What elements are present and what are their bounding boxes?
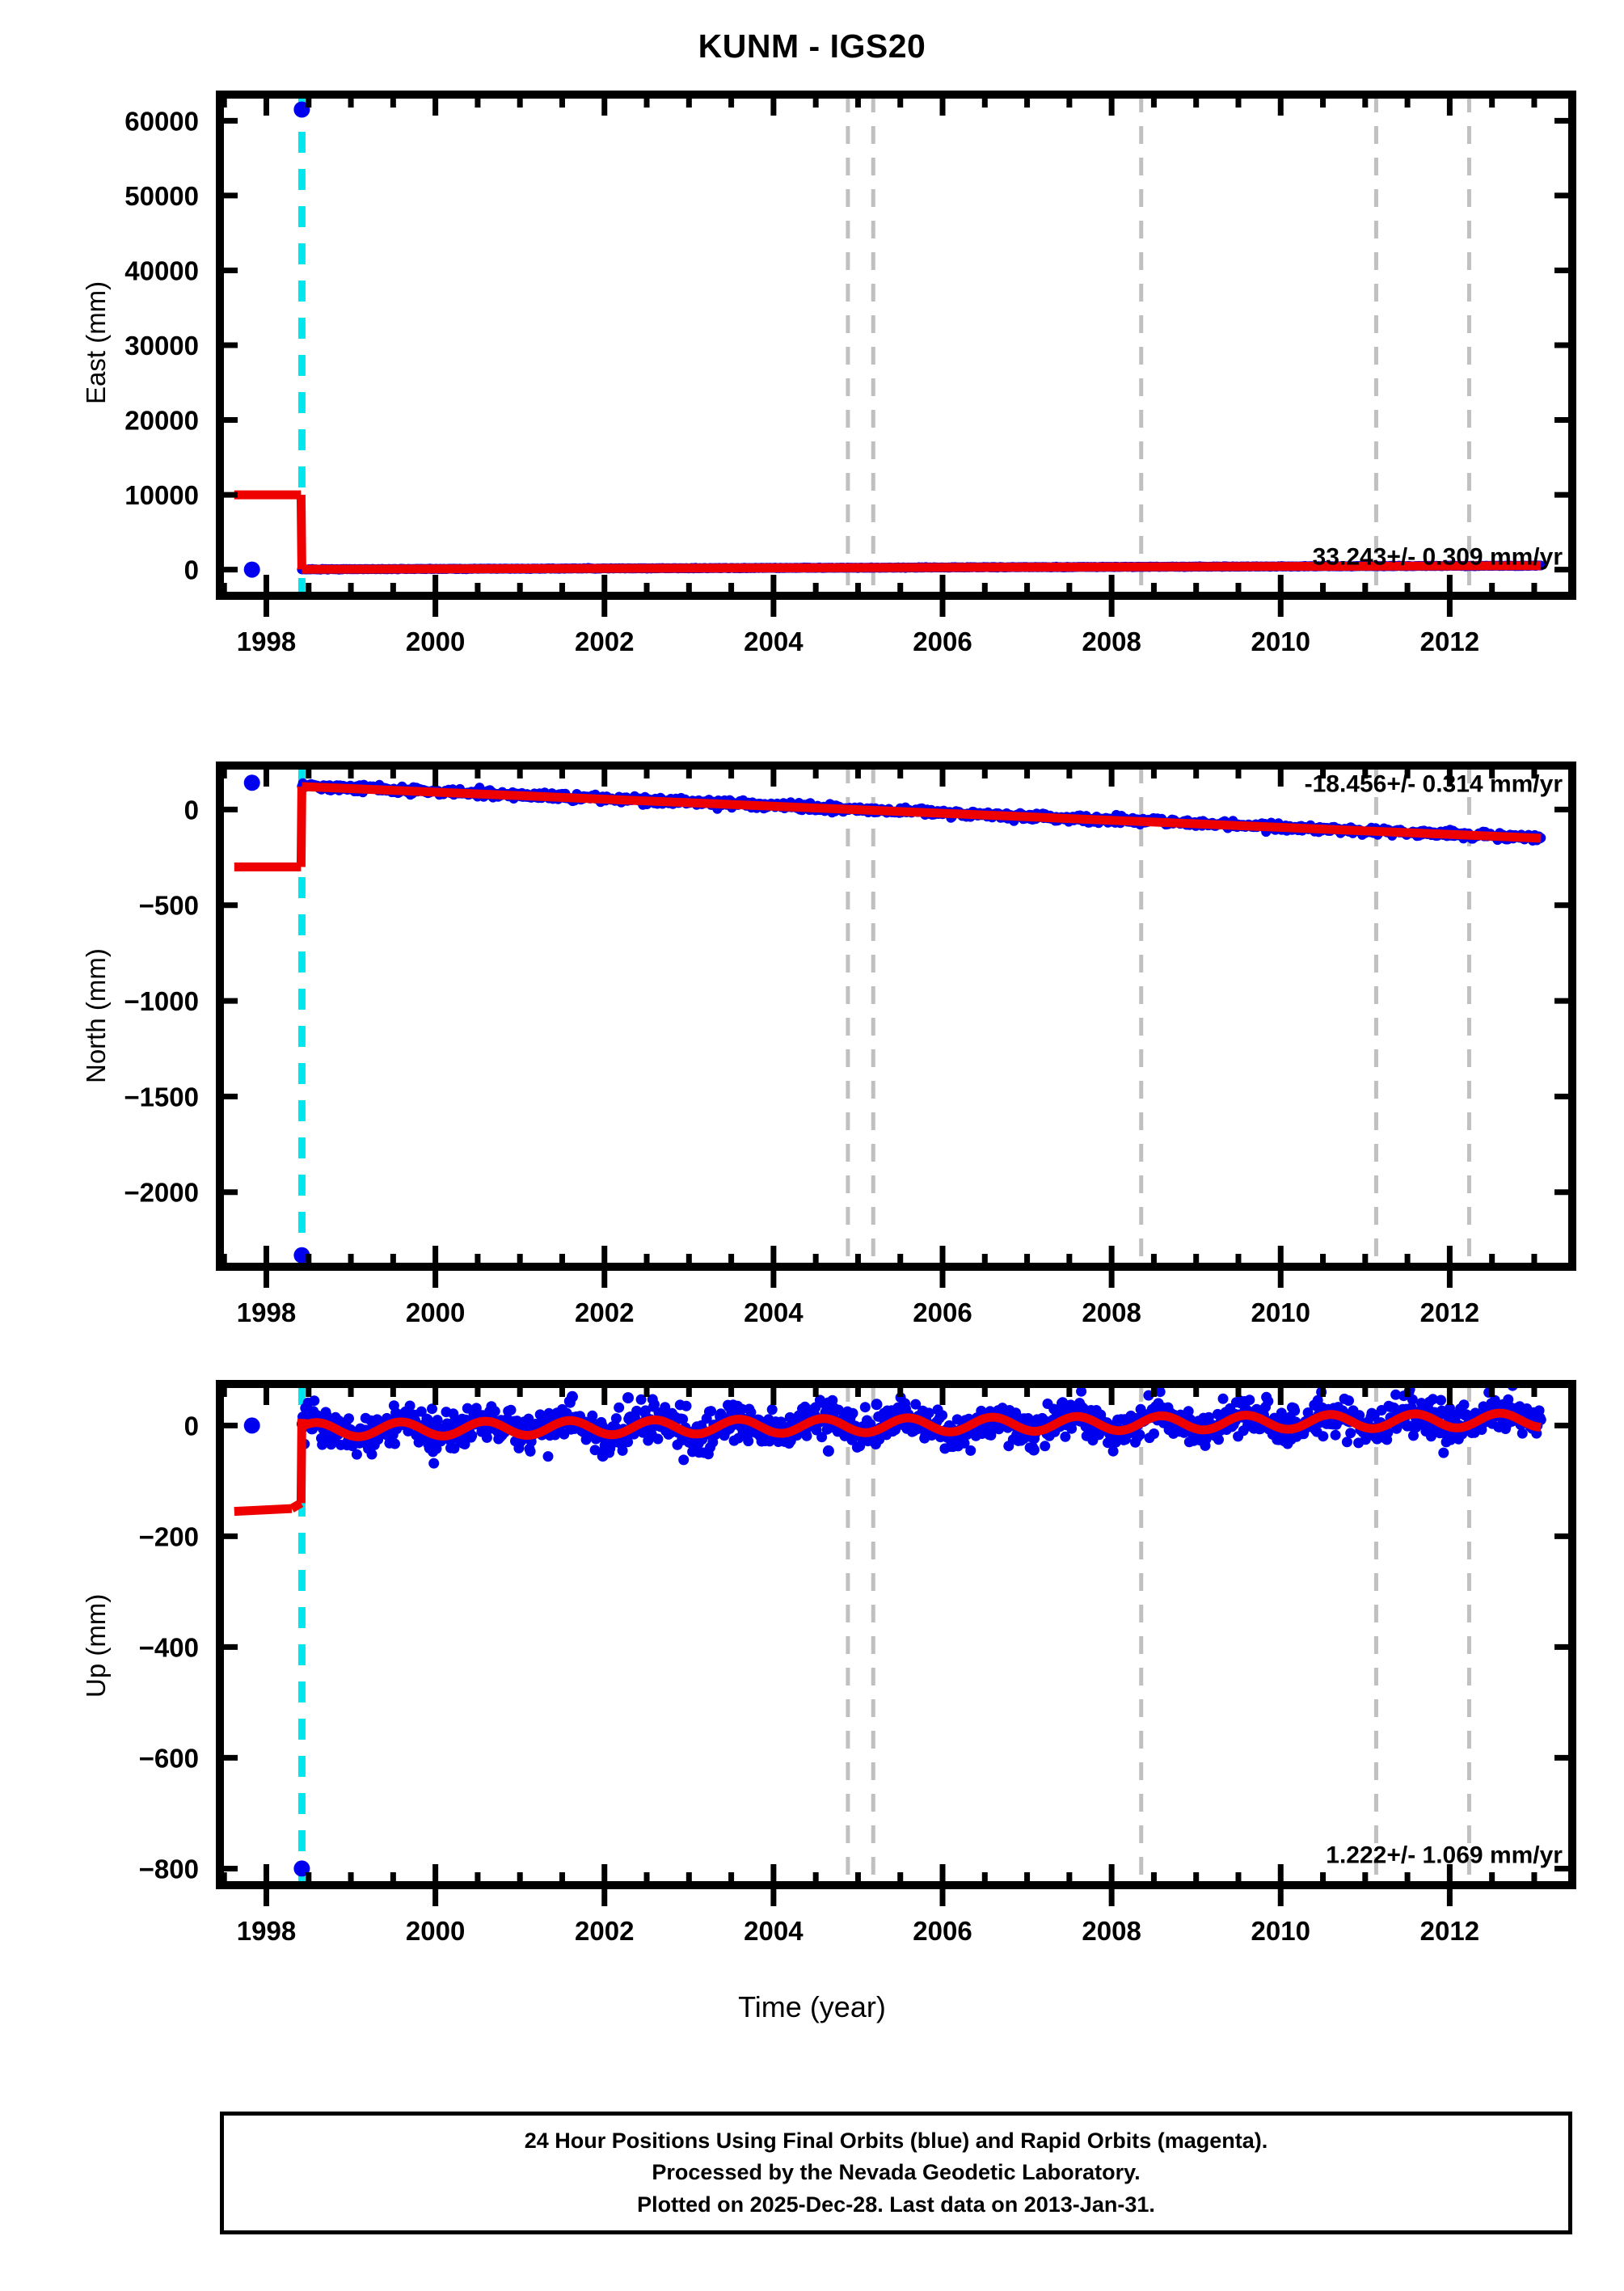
- page-title: KUNM - IGS20: [698, 27, 926, 65]
- x-tick-label: 1998: [237, 1297, 296, 1327]
- rate-annotation: 1.222+/- 1.069 mm/yr: [1326, 1842, 1563, 1869]
- rate-annotation: 33.243+/- 0.309 mm/yr: [1313, 544, 1563, 571]
- y-tick-label: 60000: [124, 106, 199, 136]
- x-tick-label: 2012: [1420, 627, 1479, 656]
- y-tick-label: −500: [139, 891, 199, 921]
- x-axis-label: Time (year): [738, 1990, 886, 2023]
- y-tick-label: 30000: [124, 331, 199, 361]
- x-tick-label: 2006: [913, 627, 972, 656]
- plot-frame: [216, 1380, 1576, 1889]
- y-axis-ticks: 0 −200 −400 −600 −800: [139, 1411, 1572, 1884]
- y-tick-label: 40000: [124, 255, 199, 285]
- x-tick-label: 2002: [575, 1916, 634, 1946]
- caption-line-1: 24 Hour Positions Using Final Orbits (bl…: [524, 2129, 1268, 2154]
- x-tick-label: 2012: [1420, 1916, 1479, 1946]
- x-tick-label: 2006: [913, 1297, 972, 1327]
- caption-box: 24 Hour Positions Using Final Orbits (bl…: [220, 2112, 1572, 2234]
- plot-frame: [216, 762, 1576, 1271]
- caption-line-2: Processed by the Nevada Geodetic Laborat…: [652, 2160, 1141, 2185]
- y-tick-label: 0: [184, 555, 199, 585]
- y-tick-label: 0: [184, 795, 199, 825]
- x-tick-label: 2000: [406, 1297, 465, 1327]
- y-tick-label: 0: [184, 1411, 199, 1441]
- up-axis-label: Up (mm): [81, 1593, 111, 1698]
- model-fit-line: [234, 782, 1542, 871]
- y-tick-label: −2000: [124, 1178, 199, 1208]
- y-tick-label: 50000: [124, 181, 199, 211]
- y-axis-ticks: 0 −500 −1000 −1500 −2000: [124, 795, 1572, 1208]
- x-tick-label: 2012: [1420, 1297, 1479, 1327]
- y-tick-label: −600: [139, 1743, 199, 1773]
- plot-area: [234, 766, 1546, 1267]
- x-axis-ticks: [221, 766, 1538, 1288]
- x-axis-ticks: [221, 95, 1538, 617]
- y-tick-label: −200: [139, 1521, 199, 1551]
- east-axis-label: East (mm): [81, 281, 111, 404]
- plot-area: [234, 95, 1546, 596]
- y-tick-label: −400: [139, 1632, 199, 1662]
- caption-line-3: Plotted on 2025-Dec-28. Last data on 201…: [637, 2192, 1155, 2217]
- x-tick-label: 2002: [575, 627, 634, 656]
- x-tick-label: 2004: [744, 1297, 804, 1327]
- x-tick-label: 1998: [237, 1916, 296, 1946]
- model-fit-line: [234, 1408, 1542, 1517]
- plot-area: [234, 1384, 1546, 1885]
- x-tick-label: 2002: [575, 1297, 634, 1327]
- x-tick-label: 1998: [237, 627, 296, 656]
- y-tick-label: −800: [139, 1854, 199, 1884]
- model-fit-line: [234, 490, 1542, 574]
- x-axis-ticks: [221, 1384, 1538, 1906]
- x-tick-label: 2006: [913, 1916, 972, 1946]
- x-tick-label: 2000: [406, 1916, 465, 1946]
- east-panel: 0 10000 20000 30000 40000 50000 60000 1998 2000 2…: [124, 91, 1576, 656]
- rate-annotation: -18.456+/- 0.314 mm/yr: [1305, 770, 1563, 797]
- north-axis-label: North (mm): [81, 948, 111, 1083]
- y-tick-label: −1500: [124, 1082, 199, 1112]
- x-tick-label: 2004: [744, 627, 804, 656]
- x-tick-label: 2010: [1251, 1297, 1310, 1327]
- up-panel: 0 −200 −400 −600 −800 1998 2000 2002 2004 2006 200…: [139, 1380, 1576, 1946]
- y-tick-label: −1000: [124, 986, 199, 1016]
- y-tick-label: 20000: [124, 406, 199, 436]
- x-tick-label: 2008: [1082, 627, 1141, 656]
- y-axis-ticks: 0 10000 20000 30000 40000 50000 60000: [124, 106, 1572, 585]
- x-tick-labels: 1998 2000 2002 2004 2006 2008 2010 2012: [237, 1297, 1479, 1327]
- x-tick-label: 2010: [1251, 627, 1310, 656]
- x-tick-label: 2010: [1251, 1916, 1310, 1946]
- x-tick-labels: 1998 2000 2002 2004 2006 2008 2010 2012: [237, 1916, 1479, 1946]
- x-tick-label: 2008: [1082, 1297, 1141, 1327]
- x-tick-label: 2008: [1082, 1916, 1141, 1946]
- y-tick-label: 10000: [124, 480, 199, 510]
- plot-frame: [216, 91, 1576, 600]
- north-panel: 0 −500 −1000 −1500 −2000 1998 2000 2002 2004 2006…: [124, 762, 1576, 1327]
- x-tick-label: 2004: [744, 1916, 804, 1946]
- x-tick-label: 2000: [406, 627, 465, 656]
- x-tick-labels: 1998 2000 2002 2004 2006 2008 2010 2012: [237, 627, 1479, 656]
